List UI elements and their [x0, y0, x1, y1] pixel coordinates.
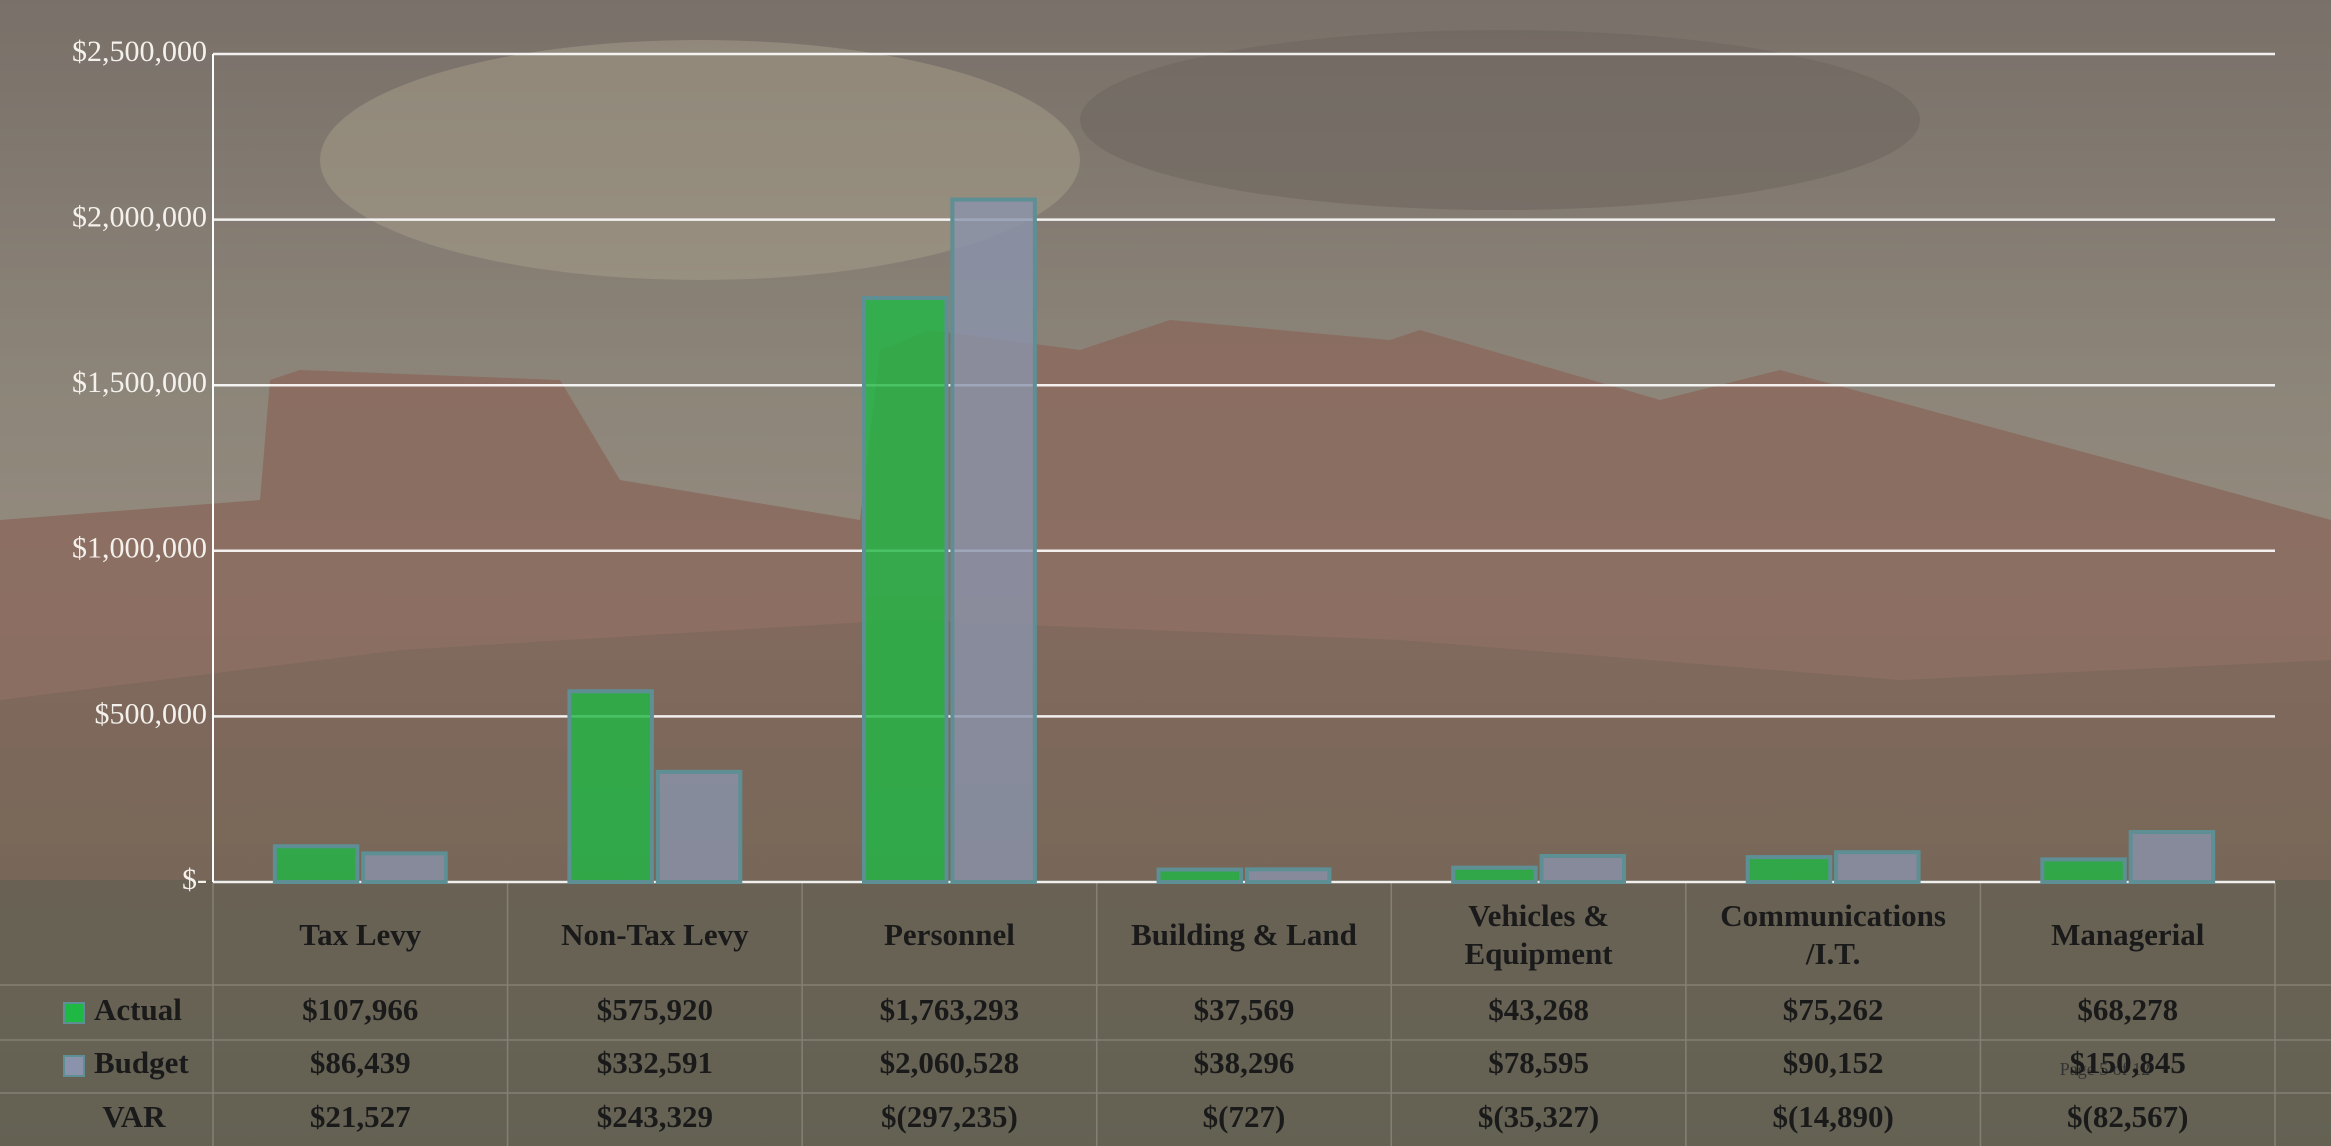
legend-swatch	[63, 1002, 85, 1024]
y-tick-label: $500,000	[95, 697, 208, 730]
bar	[2128, 830, 2216, 885]
bar	[361, 851, 448, 884]
y-tick-label: $2,500,000	[72, 35, 207, 68]
table-cell: $78,595	[1488, 1045, 1589, 1080]
y-tick-label: $1,000,000	[72, 532, 207, 565]
x-tick-label: Non-Tax Levy	[561, 917, 749, 952]
legend-label: Budget	[94, 1045, 189, 1080]
bar	[1834, 850, 1921, 885]
y-tick-label: $2,000,000	[72, 200, 207, 233]
table-cell: $1,763,293	[880, 992, 1020, 1027]
table-cell: $2,060,528	[880, 1045, 1020, 1080]
table-cell: $43,268	[1488, 992, 1589, 1027]
table-cell: $38,296	[1194, 1045, 1295, 1080]
bar	[1156, 867, 1244, 884]
table-cell: $(727)	[1203, 1099, 1286, 1134]
bar	[1451, 865, 1538, 884]
table-cell: $243,329	[597, 1099, 713, 1134]
y-tick-label: $1,500,000	[72, 366, 207, 399]
y-tick-label: $-	[182, 863, 207, 896]
table-cell: $68,278	[2077, 992, 2178, 1027]
bar	[567, 689, 654, 885]
bar	[1745, 855, 1833, 885]
x-tick-label: Personnel	[883, 917, 1015, 952]
table-cell: $86,439	[310, 1045, 411, 1080]
x-tick-label: Vehicles & Equipment	[1464, 898, 1613, 971]
table-cell: $332,591	[597, 1045, 713, 1080]
table-cell: $(82,567)	[2067, 1099, 2188, 1134]
bar	[1244, 867, 1332, 884]
x-tick-label: Communications /I.T.	[1720, 898, 1946, 971]
table-cell: $37,569	[1194, 992, 1295, 1027]
table-cell: $90,152	[1783, 1045, 1884, 1080]
bar	[1539, 853, 1626, 885]
legend-swatch	[63, 1055, 85, 1077]
bar	[2040, 857, 2127, 885]
legend-label: Actual	[94, 992, 182, 1027]
bar	[862, 295, 949, 884]
table-grid	[0, 882, 2331, 1146]
table-cell: $(297,235)	[881, 1099, 1018, 1134]
table-cell: $21,527	[310, 1099, 411, 1134]
row-label: VAR	[102, 1099, 166, 1134]
x-tick-label: Building & Land	[1131, 917, 1357, 952]
x-tick-label: Managerial	[2051, 917, 2205, 952]
bar	[655, 769, 743, 885]
x-tick-label: Tax Levy	[299, 917, 422, 952]
table-cell: $(14,890)	[1772, 1099, 1893, 1134]
page-label: Page 5 of 12	[2060, 1059, 2150, 1079]
table-cell: $150,845	[2070, 1045, 2186, 1080]
table-cell: $107,966	[302, 992, 418, 1027]
table-cell: $575,920	[597, 992, 713, 1027]
bar	[950, 197, 1037, 885]
table-cell: $(35,327)	[1478, 1099, 1599, 1134]
bar	[272, 844, 360, 884]
table-cell: $75,262	[1783, 992, 1884, 1027]
